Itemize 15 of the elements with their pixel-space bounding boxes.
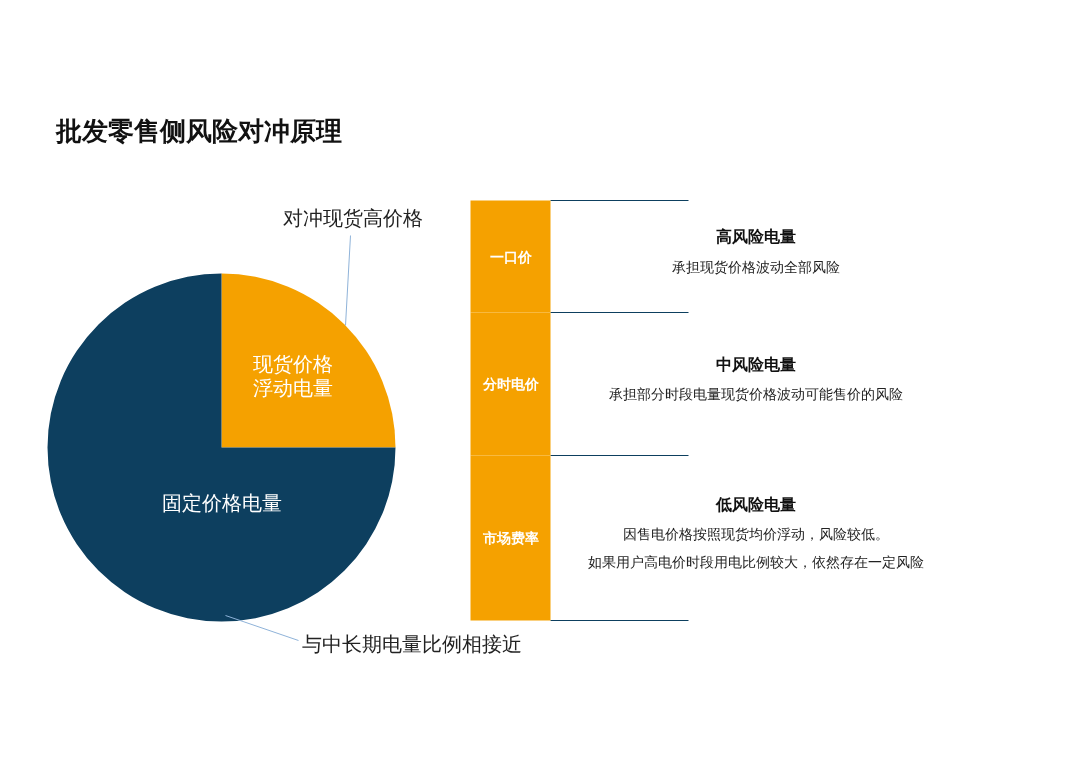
text: 承担现货价格波动全部风险	[671, 258, 840, 275]
text: 因售电价格按照现货均价浮动，风险较低。	[622, 526, 889, 542]
text: 与中长期电量比例相接近	[301, 631, 522, 656]
text: 中风险电量	[715, 354, 796, 374]
category-label: 分时电价	[481, 376, 540, 392]
category-label: 一口价	[489, 248, 533, 265]
slice-label: 固定价格电量	[161, 491, 282, 516]
text: 承担部分时段电量现货价格波动可能售价的风险	[608, 386, 903, 402]
text: 高风险电量	[715, 227, 796, 246]
category-label: 市场费率	[481, 530, 539, 546]
slice-label: 现货价格浮动电量	[252, 352, 333, 401]
text: 低风险电量	[714, 494, 796, 514]
chart-title: 批发零售侧风险对冲原理	[54, 115, 342, 146]
text: 对冲现货高价格	[282, 205, 423, 230]
text: 如果用户高电价时段用电比例较大，依然存在一定风险	[587, 554, 924, 570]
